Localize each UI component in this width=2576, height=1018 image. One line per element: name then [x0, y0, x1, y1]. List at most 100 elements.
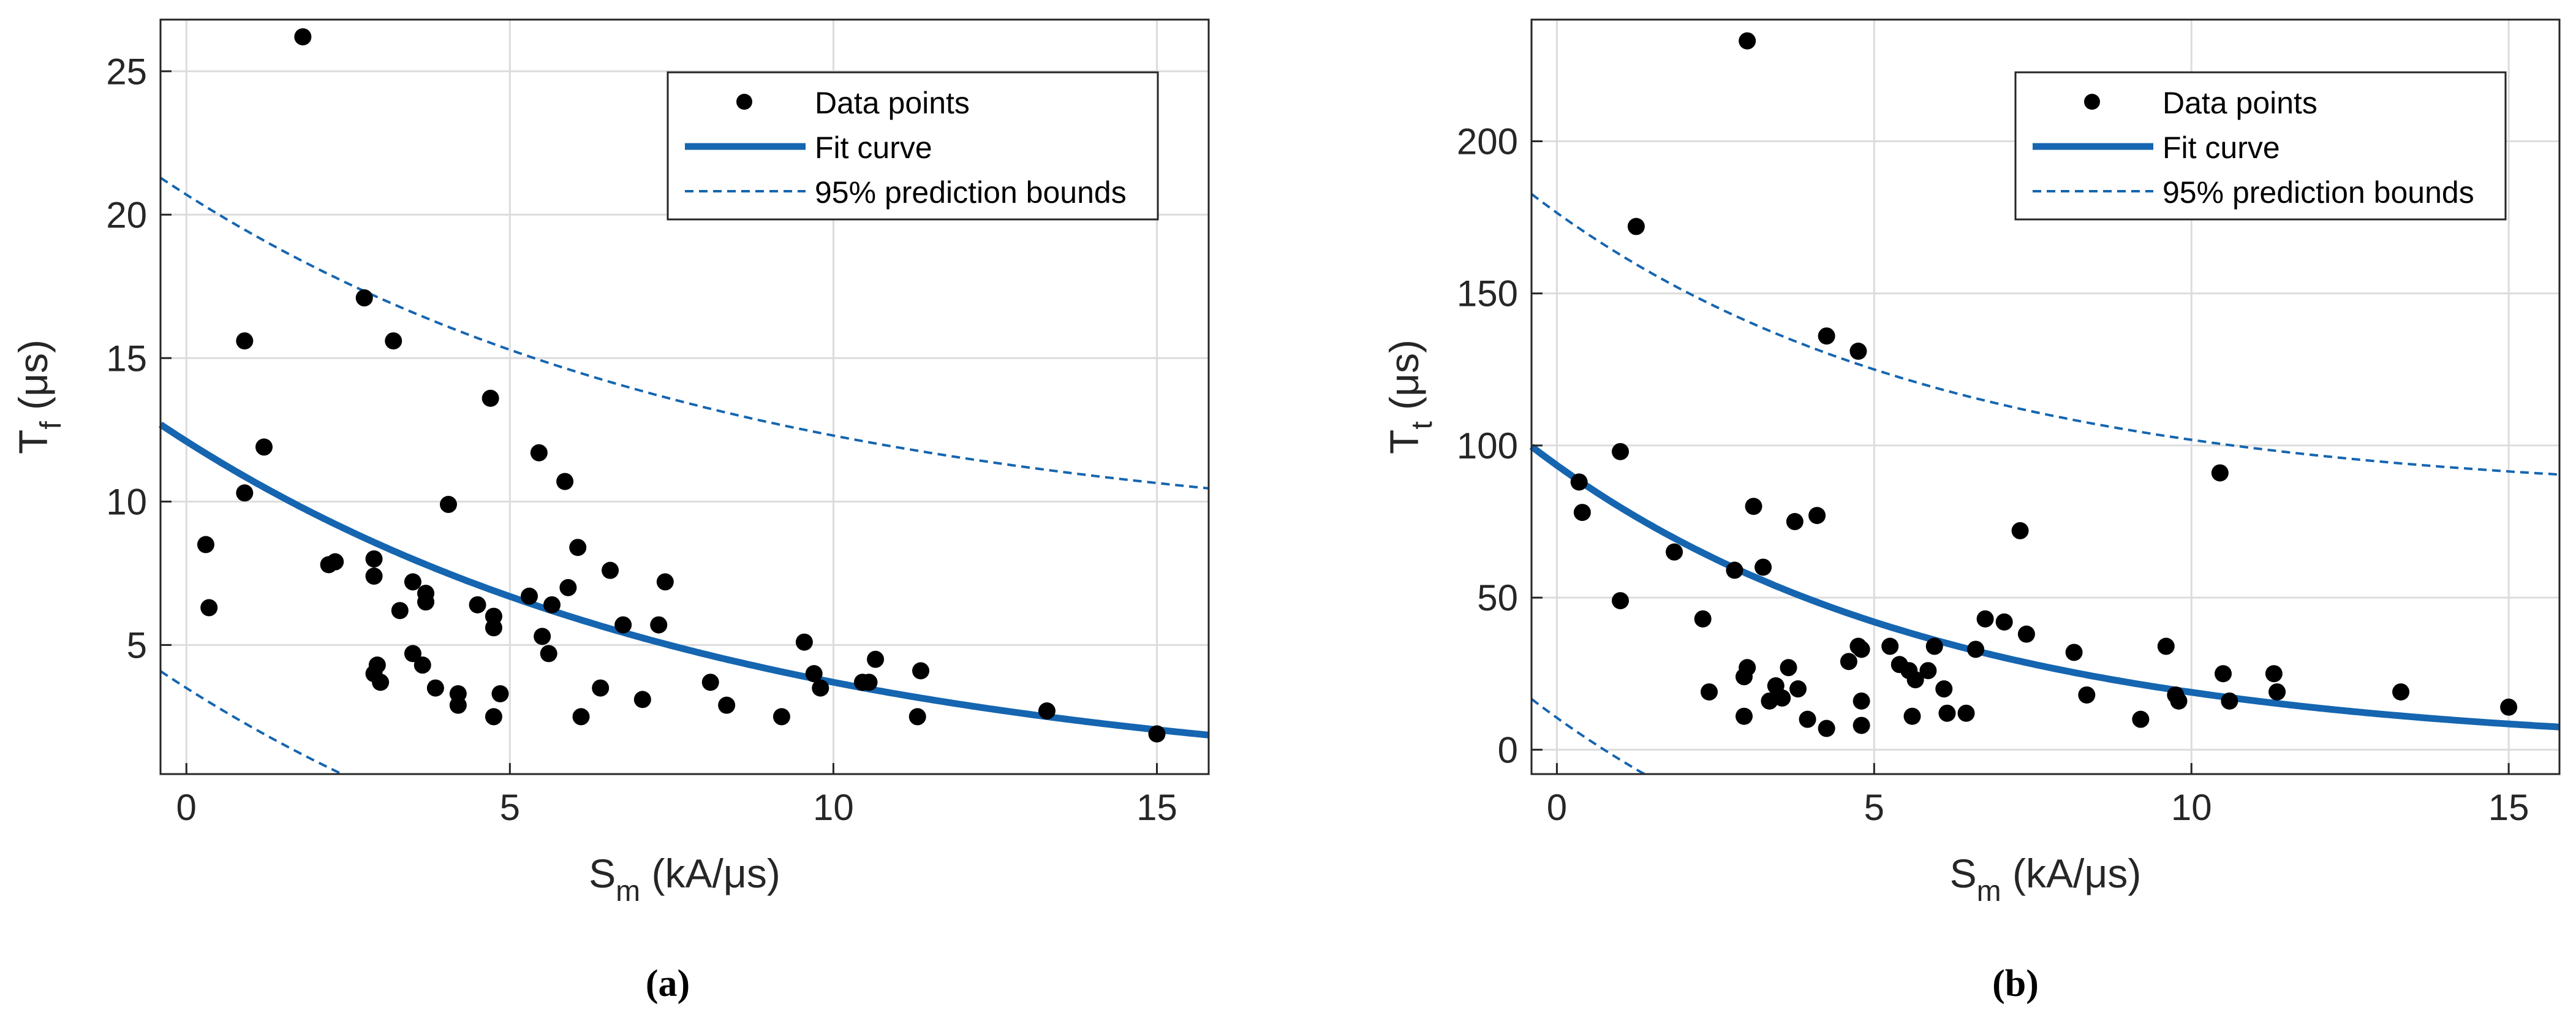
x-tick-label: 5 — [500, 787, 520, 828]
data-point — [1786, 513, 1804, 531]
data-point — [2157, 637, 2175, 655]
data-point — [1612, 592, 1630, 610]
data-point — [491, 685, 509, 702]
data-point — [1789, 680, 1807, 698]
data-point — [2221, 692, 2238, 710]
data-point — [417, 593, 435, 611]
data-point — [2265, 665, 2283, 683]
data-point — [2211, 464, 2229, 482]
data-point — [414, 656, 431, 674]
data-point — [1799, 710, 1816, 728]
data-point — [236, 484, 254, 502]
panel-a-y-axis-label: Tf (μs) — [10, 340, 67, 454]
data-point — [1148, 725, 1166, 743]
panel-a-tick-labels: 0 5 10 15 5 10 15 20 25 — [106, 51, 1177, 828]
x-tick-label: 5 — [1864, 787, 1884, 828]
lower-prediction-bound — [1530, 697, 1648, 775]
data-point — [1773, 689, 1791, 707]
panel-b-legend-data-points-label: Data points — [2162, 86, 2317, 120]
data-point — [426, 679, 444, 697]
panel-a-legend-data-points-label: Data points — [815, 86, 970, 120]
data-point — [2215, 665, 2232, 683]
data-point — [485, 619, 502, 637]
upper-prediction-bound — [1530, 192, 2560, 476]
x-tick-label: 0 — [1547, 787, 1567, 828]
data-point — [1967, 640, 1985, 658]
data-point — [1840, 653, 1857, 670]
panel-a-data-points — [197, 28, 1166, 743]
data-point — [2017, 625, 2035, 643]
panel-a-legend: Data points Fit curve 95% prediction bou… — [667, 71, 1159, 221]
data-point — [385, 332, 402, 350]
data-point — [365, 568, 383, 585]
data-point — [795, 633, 813, 651]
data-point — [559, 579, 577, 596]
data-point — [805, 665, 823, 683]
data-point — [485, 708, 502, 726]
data-point — [469, 596, 486, 613]
data-point — [1976, 610, 1994, 628]
panel-b-ylabel-sub: t — [1406, 421, 1438, 429]
panel-b-x-axis-label: Sm (kA/μs) — [1950, 851, 2142, 908]
data-point — [2500, 698, 2518, 716]
data-point — [701, 674, 719, 691]
data-point — [1780, 659, 1797, 677]
data-point — [1818, 720, 1835, 737]
data-point — [236, 332, 254, 350]
panel-b-y-axis-label: Tt (μs) — [1381, 340, 1438, 454]
data-point — [1935, 680, 1953, 698]
y-tick-label: 10 — [106, 481, 147, 522]
data-point — [1701, 683, 1718, 701]
panel-a-ylabel-unit: (μs) — [10, 340, 56, 421]
data-point — [650, 616, 668, 634]
data-point — [908, 708, 926, 726]
lower-prediction-bound — [159, 670, 344, 775]
data-point — [439, 496, 457, 514]
data-point — [482, 389, 499, 407]
data-point — [404, 645, 421, 663]
data-point — [1745, 498, 1762, 515]
data-point — [543, 596, 561, 613]
fit-curve — [158, 422, 1209, 739]
data-point — [1853, 692, 1870, 710]
y-tick-label: 150 — [1457, 273, 1518, 314]
data-point — [530, 444, 548, 462]
data-point — [1739, 32, 1756, 50]
data-point — [2065, 644, 2083, 661]
panel-b-axes-frame — [1530, 18, 2561, 775]
panel-a-xlabel-sub: m — [616, 875, 640, 908]
data-point — [372, 674, 390, 691]
panel-a-legend-data-points-marker — [736, 94, 752, 110]
y-tick-label: 100 — [1457, 425, 1518, 466]
x-tick-label: 0 — [176, 787, 197, 828]
fit-curve — [1529, 444, 2560, 731]
panel-a-xlabel-unit: (kA/μs) — [640, 851, 780, 896]
data-point — [1038, 702, 1056, 720]
panel-a-axes-frame — [159, 18, 1210, 775]
data-point — [1903, 707, 1921, 725]
data-point — [1957, 704, 1975, 722]
data-point — [1995, 613, 2013, 631]
data-point — [1906, 671, 1924, 689]
panel-b-ylabel-unit: (μs) — [1381, 340, 1427, 421]
data-point — [656, 573, 674, 591]
data-point — [1735, 707, 1753, 725]
data-point — [1570, 473, 1588, 491]
data-point — [365, 550, 383, 568]
panel-a-caption: (a) — [646, 963, 690, 1005]
data-point — [2268, 683, 2286, 701]
x-tick-label: 15 — [1136, 787, 1177, 828]
data-point — [572, 708, 590, 726]
data-point — [556, 473, 574, 490]
data-point — [1694, 610, 1712, 628]
data-point — [860, 674, 878, 691]
panel-b-legend-fit-curve-label: Fit curve — [2162, 131, 2280, 165]
data-point — [592, 679, 610, 697]
x-tick-label: 15 — [2488, 787, 2529, 828]
data-point — [2011, 522, 2029, 539]
data-point — [2132, 710, 2150, 728]
data-point — [449, 696, 467, 714]
y-tick-label: 25 — [106, 51, 147, 92]
data-point — [404, 573, 421, 591]
data-point — [1938, 704, 1956, 722]
